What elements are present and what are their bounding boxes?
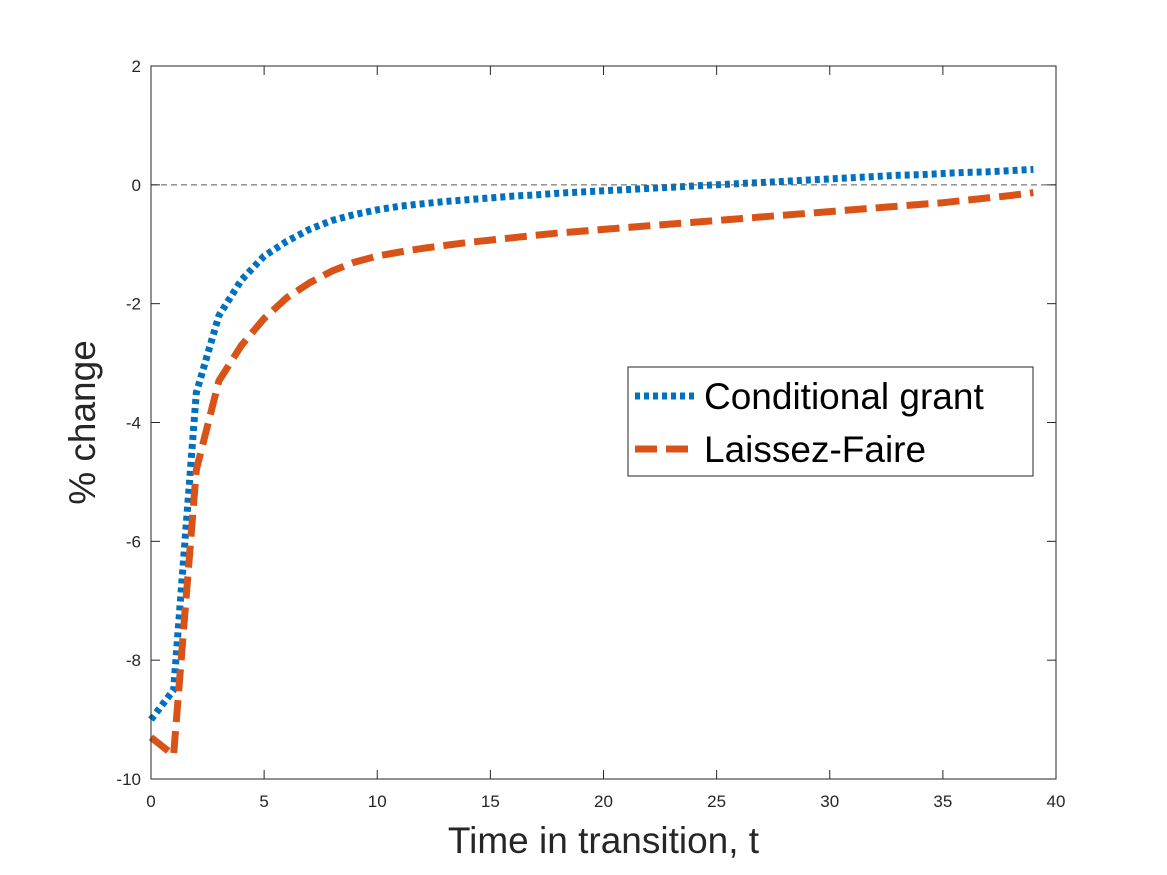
y-tick-label: -8: [126, 651, 141, 670]
y-tick-label: -6: [126, 532, 141, 551]
series-line-conditional-grant: [148, 165, 1034, 722]
x-tick-label: 20: [594, 792, 613, 811]
y-axis-title: % change: [62, 340, 103, 505]
x-axis-title: Time in transition, t: [448, 820, 760, 861]
legend-label: Conditional grant: [704, 376, 984, 417]
y-tick-label: -10: [116, 770, 141, 789]
series-layer: [148, 165, 1034, 759]
y-tick-label: 2: [132, 57, 141, 76]
x-tick-label: 30: [820, 792, 839, 811]
ticks-layer: 0 5 10 15 20 25 30 35 40 -10 -8 -6 -4 -2 0 2: [116, 57, 1065, 811]
x-tick-label: 15: [481, 792, 500, 811]
y-tick-label: -2: [126, 295, 141, 314]
y-tick-label: 0: [132, 176, 141, 195]
x-tick-label: 10: [368, 792, 387, 811]
x-tick-label: 35: [933, 792, 952, 811]
legend-box: [627, 366, 1034, 477]
legend-label: Laissez-Faire: [704, 429, 926, 470]
x-tick-label: 5: [259, 792, 268, 811]
y-tick-label: -4: [126, 414, 141, 433]
series-line-laissez-faire: [148, 189, 1034, 759]
legend: Conditional grant Laissez-Faire: [627, 366, 1034, 477]
x-tick-label: 40: [1047, 792, 1066, 811]
x-tick-label: 0: [146, 792, 155, 811]
x-tick-label: 25: [707, 792, 726, 811]
